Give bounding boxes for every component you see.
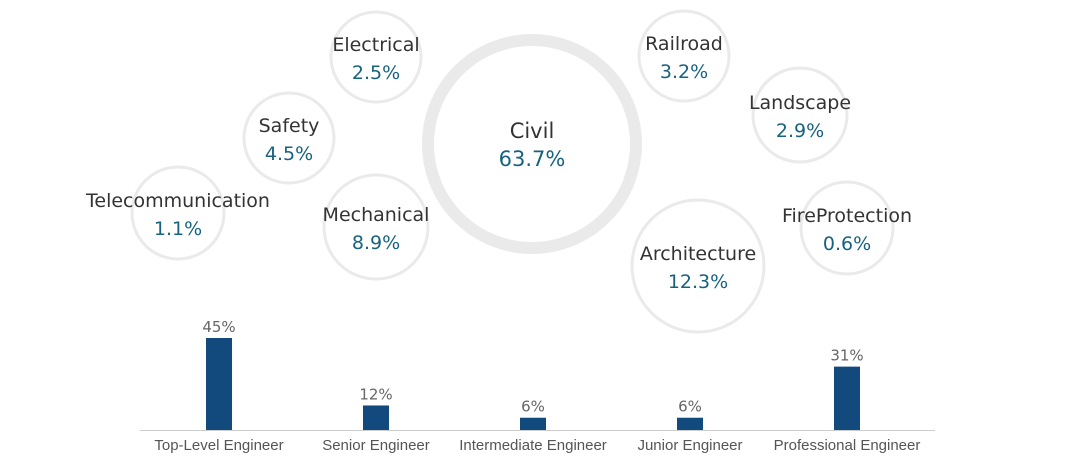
bubble-circle [637,9,731,103]
bar-value-label: 6% [521,398,545,416]
bubble-name-label: Safety [259,115,320,137]
x-tick-label: Intermediate Engineer [459,437,607,454]
bubble-value-label: 1.1% [154,218,202,240]
bar-chart: 45% Top-Level Engineer 12% Senior Engineer 6… [140,318,935,454]
bubble-telecommunication: Telecommunication 1.1% [85,165,270,261]
bubble-name-label: FireProtection [782,205,912,227]
bar-senior-engineer [363,405,389,430]
x-tick-label: Junior Engineer [637,437,742,454]
x-tick-label: Professional Engineer [774,437,921,454]
bubble-circle [751,66,849,164]
bubble-name-label: Architecture [640,243,756,265]
bubble-value-label: 4.5% [265,143,313,165]
bubble-landscape: Landscape 2.9% [749,66,851,164]
bubble-circle [422,34,642,254]
bubble-value-label: 63.7% [499,147,566,171]
bubble-safety: Safety 4.5% [242,91,336,185]
bubble-circle [130,165,226,261]
bubble-electrical: Electrical 2.5% [329,10,423,104]
bubble-railroad: Railroad 3.2% [637,9,731,103]
bubble-value-label: 3.2% [660,61,708,83]
bar-value-label: 45% [202,318,235,336]
bubble-circle [799,180,895,276]
bubble-value-label: 0.6% [823,233,871,255]
bar-value-label: 12% [359,385,392,403]
x-tick-label: Top-Level Engineer [154,437,283,454]
bubble-circle [329,10,423,104]
x-tick-label: Senior Engineer [322,437,430,454]
bubble-name-label: Mechanical [323,204,430,226]
bar-professional-engineer [834,366,860,430]
bar-junior-engineer [677,417,703,430]
bubble-circle [322,173,430,281]
bar-intermediate-engineer [520,417,546,430]
bubble-value-label: 2.9% [776,120,824,142]
bubble-fireprotection: FireProtection 0.6% [782,180,912,276]
bubble-value-label: 8.9% [352,232,400,254]
bubble-name-label: Civil [510,119,555,143]
bar-top-level-engineer [206,338,232,430]
bar-value-label: 6% [678,398,702,416]
bubble-value-label: 2.5% [352,62,400,84]
bubble-value-label: 12.3% [668,271,728,293]
bubble-name-label: Railroad [645,33,723,55]
bubble-mechanical: Mechanical 8.9% [322,173,430,281]
bubble-circle [242,91,336,185]
bubble-name-label: Landscape [749,92,851,114]
bubble-name-label: Telecommunication [85,190,270,212]
bubble-circle [630,198,766,334]
bubble-name-label: Electrical [332,34,419,56]
bubble-architecture: Architecture 12.3% [630,198,766,334]
bubble-civil: Civil 63.7% [422,34,642,254]
bar-value-label: 31% [830,347,863,365]
bubble-chart: Civil 63.7% Architecture 12.3% Mechanical 8.9… [85,9,912,334]
